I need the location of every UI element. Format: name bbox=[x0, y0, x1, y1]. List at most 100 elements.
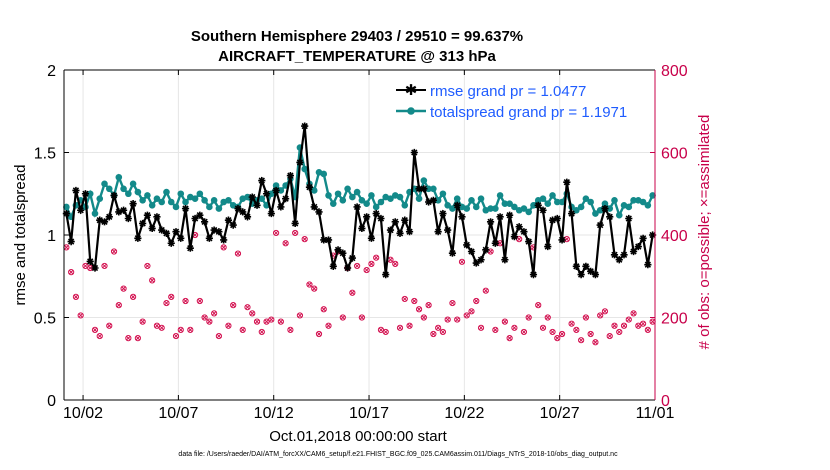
legend-rmse-label: rmse grand pr = 1.0477 bbox=[430, 83, 586, 100]
obs-assimilated-point bbox=[154, 323, 160, 329]
rmse-point bbox=[553, 214, 561, 223]
obs-assimilated-point bbox=[259, 329, 265, 335]
obs-assimilated-point bbox=[626, 317, 632, 322]
totalspread-point bbox=[477, 195, 485, 202]
obs-possible-point bbox=[296, 312, 304, 319]
obs-assimilated-point bbox=[407, 323, 412, 329]
obs-assimilated-point bbox=[121, 286, 126, 291]
obs-possible-point bbox=[625, 316, 632, 323]
obs-assimilated-point bbox=[597, 313, 603, 318]
totalspread-point bbox=[615, 211, 623, 219]
rmse-point bbox=[610, 251, 619, 259]
obs-possible-point bbox=[168, 293, 175, 300]
obs-assimilated-point bbox=[502, 319, 508, 324]
obs-possible-point bbox=[201, 314, 208, 321]
obs-assimilated-point bbox=[316, 331, 322, 337]
obs-assimilated-point bbox=[612, 323, 617, 329]
obs-assimilated-point bbox=[569, 321, 574, 327]
rmse-point bbox=[582, 262, 590, 270]
rmse-point bbox=[205, 234, 213, 242]
rmse-point bbox=[129, 200, 137, 208]
obs-assimilated-point bbox=[540, 325, 546, 331]
rmse-point bbox=[329, 262, 337, 270]
totalspread-point bbox=[577, 203, 585, 211]
rmse-point bbox=[291, 219, 299, 228]
y-tick-label: 0 bbox=[47, 393, 56, 410]
rmse-point bbox=[382, 271, 390, 279]
obs-assimilated-point bbox=[97, 333, 103, 339]
obs-assimilated-point bbox=[454, 317, 460, 322]
rmse-point bbox=[615, 256, 623, 264]
obs-possible-point bbox=[211, 310, 218, 317]
obs-possible-point bbox=[401, 295, 408, 303]
obs-possible-point bbox=[554, 335, 561, 342]
rmse-point bbox=[544, 242, 552, 251]
totalspread-point bbox=[105, 185, 113, 193]
rmse-point bbox=[262, 190, 271, 198]
legend-spread-label: totalspread grand pr = 1.1971 bbox=[430, 104, 627, 121]
obs-assimilated-point bbox=[211, 311, 217, 316]
totalspread-point bbox=[430, 185, 437, 193]
obs-assimilated-point bbox=[116, 302, 122, 308]
obs-possible-point bbox=[411, 297, 418, 305]
rmse-point bbox=[124, 214, 132, 223]
rmse-point bbox=[472, 259, 480, 267]
totalspread-point bbox=[91, 210, 99, 217]
x-tick-label: 10/07 bbox=[158, 405, 198, 422]
rmse-point bbox=[148, 224, 156, 232]
rmse-point bbox=[181, 205, 190, 213]
rmse-point bbox=[258, 176, 266, 185]
totalspread-point bbox=[86, 190, 94, 198]
obs-assimilated-point bbox=[159, 325, 165, 331]
obs-assimilated-point bbox=[78, 313, 84, 318]
totalspread-point bbox=[139, 197, 146, 204]
obs-assimilated-point bbox=[183, 298, 188, 304]
rmse-point bbox=[434, 228, 442, 236]
totalspread-point bbox=[520, 205, 528, 212]
rmse-point bbox=[391, 218, 399, 226]
rmse-point bbox=[239, 208, 247, 216]
obs-possible-point bbox=[311, 285, 318, 292]
totalspread-point bbox=[329, 200, 337, 207]
totalspread-point bbox=[272, 182, 280, 189]
obs-possible-point bbox=[549, 328, 556, 336]
totalspread-point bbox=[344, 185, 351, 193]
obs-assimilated-point bbox=[292, 230, 298, 236]
totalspread-point bbox=[453, 195, 461, 202]
rmse-point bbox=[158, 226, 166, 234]
legend-rmse-marker: ✱ bbox=[405, 81, 418, 99]
obs-assimilated-point bbox=[254, 319, 260, 324]
totalspread-point bbox=[158, 198, 166, 206]
obs-assimilated-point bbox=[421, 315, 427, 320]
obs-assimilated-point bbox=[264, 319, 269, 324]
obs-possible-point bbox=[187, 326, 194, 333]
rmse-point bbox=[606, 213, 614, 221]
obs-possible-point bbox=[182, 297, 189, 305]
rmse-point bbox=[534, 201, 542, 209]
rmse-point bbox=[143, 211, 152, 219]
rmse-point bbox=[267, 209, 275, 218]
totalspread-point bbox=[325, 192, 332, 199]
obs-assimilated-point bbox=[574, 327, 579, 333]
rmse-point bbox=[134, 234, 142, 242]
y-tick-label: 0.5 bbox=[34, 311, 56, 328]
obs-assimilated-point bbox=[364, 267, 370, 273]
obs-possible-point bbox=[573, 326, 580, 333]
obs-possible-point bbox=[597, 312, 604, 319]
rmse-point bbox=[520, 228, 528, 236]
rmse-point bbox=[506, 211, 514, 219]
obs-assimilated-point bbox=[359, 315, 365, 320]
totalspread-point bbox=[468, 197, 475, 204]
totalspread-point bbox=[415, 195, 423, 202]
obs-assimilated-point bbox=[273, 230, 279, 236]
obs-assimilated-point bbox=[268, 317, 274, 322]
totalspread-point bbox=[587, 198, 594, 206]
rmse-point bbox=[320, 236, 328, 244]
obs-assimilated-point bbox=[440, 329, 446, 335]
rmse-point bbox=[358, 224, 366, 232]
obs-possible-point bbox=[120, 285, 127, 292]
obs-possible-point bbox=[220, 244, 227, 251]
obs-assimilated-point bbox=[245, 304, 250, 310]
obs-assimilated-point bbox=[173, 333, 179, 339]
rmse-point bbox=[363, 213, 371, 221]
